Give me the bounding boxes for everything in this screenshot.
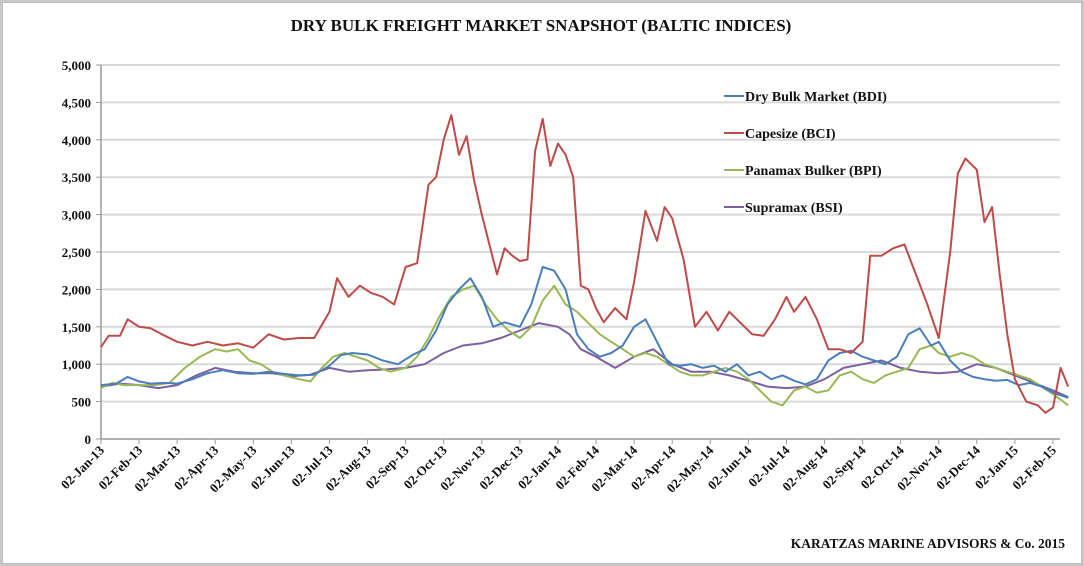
- legend: Dry Bulk Market (BDI) Capesize (BCI) Panam…: [724, 90, 887, 216]
- y-tick-label: 2,500: [62, 245, 91, 260]
- line-chart: DRY BULK FREIGHT MARKET SNAPSHOT (BALTIC…: [58, 16, 1070, 551]
- chart-title: DRY BULK FREIGHT MARKET SNAPSHOT (BALTIC…: [291, 16, 792, 35]
- y-tick-label: 500: [72, 395, 92, 410]
- series-lines: [100, 114, 1070, 414]
- y-tick-label: 5,000: [62, 58, 91, 73]
- legend-label: Dry Bulk Market (BDI): [745, 90, 887, 105]
- y-tick-label: 1,000: [62, 357, 91, 372]
- x-axis: 02-Jan-1302-Feb-1302-Mar-1302-Apr-1302-M…: [58, 438, 1060, 496]
- y-tick-label: 2,000: [62, 282, 91, 297]
- y-tick-label: 1,500: [62, 320, 91, 335]
- gridlines: [101, 64, 1060, 403]
- series-line-1: [100, 114, 1070, 414]
- y-axis: 0 500 1,000 1,500 2,000 2,500 3,000 3,500 4,000 4…: [62, 58, 102, 447]
- y-tick-label: 3,000: [62, 208, 91, 223]
- credit-text: KARATZAS MARINE ADVISORS & Co. 2015: [791, 536, 1066, 551]
- y-tick-label: 0: [85, 432, 92, 447]
- legend-label: Supramax (BSI): [745, 201, 843, 216]
- y-tick-label: 3,500: [62, 170, 91, 185]
- y-tick-label: 4,500: [62, 95, 91, 110]
- legend-label: Capesize (BCI): [745, 127, 836, 142]
- legend-label: Panamax Bulker (BPI): [745, 164, 882, 179]
- y-tick-label: 4,000: [62, 133, 91, 148]
- series-line-0: [100, 266, 1069, 399]
